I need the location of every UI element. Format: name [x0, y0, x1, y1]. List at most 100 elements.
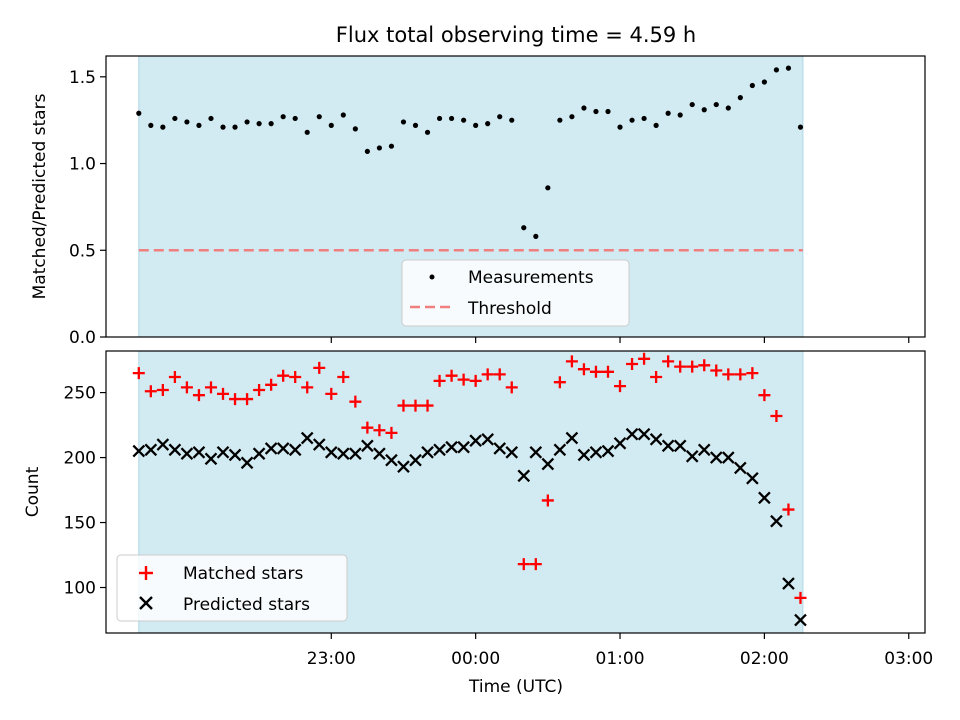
- predicted-stars-point: [373, 447, 386, 460]
- count-legend: Matched stars Predicted stars: [116, 554, 348, 622]
- matched-stars-point: [373, 424, 386, 437]
- matched-stars-point: [722, 368, 735, 381]
- legend-predicted-marker: [139, 596, 153, 610]
- matched-stars-point: [217, 387, 230, 400]
- measurement-point: [328, 122, 334, 128]
- measurement-point: [196, 122, 202, 128]
- legend-matched-marker: [139, 566, 153, 580]
- measurement-point: [172, 115, 178, 122]
- measurement-point: [533, 233, 539, 239]
- predicted-stars-point: [565, 431, 579, 445]
- predicted-stars-point: [758, 491, 771, 505]
- predicted-stars-point: [180, 447, 194, 460]
- count-y-tick-label: 150: [64, 514, 96, 534]
- predicted-stars-point: [577, 448, 591, 462]
- predicted-stars-point: [264, 442, 278, 455]
- predicted-stars-point: [409, 453, 422, 467]
- predicted-stars-point: [252, 447, 266, 460]
- measurement-point: [545, 185, 551, 191]
- matched-stars-point: [577, 363, 590, 376]
- predicted-stars-point: [697, 443, 711, 457]
- measurement-point: [268, 121, 274, 127]
- matched-stars-point: [794, 591, 807, 604]
- predicted-stars-point: [589, 446, 603, 459]
- measurement-point: [749, 82, 755, 89]
- matched-stars-point: [349, 395, 362, 408]
- matched-stars-point: [505, 381, 518, 394]
- measurement-point: [557, 117, 563, 123]
- matched-stars-point: [289, 370, 302, 383]
- matched-stars-point: [541, 494, 554, 507]
- matched-stars-point: [445, 369, 458, 382]
- measurement-point: [256, 121, 262, 127]
- measurement-point: [352, 126, 358, 132]
- matched-stars-point: [674, 360, 687, 373]
- predicted-stars-point: [637, 427, 651, 441]
- matched-stars-point: [180, 381, 193, 394]
- predicted-stars-point: [481, 433, 494, 446]
- measurement-point: [316, 114, 322, 120]
- count-y-tick-label: 200: [64, 449, 96, 469]
- matched-stars-point: [638, 352, 651, 365]
- predicted-stars-point: [505, 446, 519, 459]
- matched-stars-point: [710, 364, 723, 377]
- chart-title: Flux total observing time = 4.59 h: [336, 23, 696, 47]
- predicted-stars-point: [746, 472, 759, 485]
- matched-stars-point: [457, 373, 470, 386]
- predicted-stars-point: [541, 457, 555, 471]
- predicted-stars-point: [228, 448, 242, 462]
- matched-stars-point: [601, 365, 614, 378]
- predicted-stars-point: [457, 440, 470, 454]
- measurement-point: [244, 119, 250, 125]
- predicted-stars-point: [553, 443, 567, 457]
- measurement-point: [160, 124, 166, 130]
- predicted-stars-point: [156, 438, 170, 451]
- matched-stars-point: [409, 399, 422, 412]
- measurement-point: [701, 107, 707, 113]
- ratio-y-tick-label: 1.5: [69, 68, 96, 88]
- matched-stars-point: [770, 409, 783, 422]
- predicted-stars-point: [349, 447, 362, 460]
- measurement-point: [280, 114, 286, 120]
- measurement-point: [653, 122, 659, 128]
- predicted-stars-point: [312, 438, 326, 451]
- matched-stars-point: [626, 357, 639, 370]
- measurement-point: [521, 225, 527, 231]
- matched-stars-point: [650, 370, 663, 383]
- measurement-point: [725, 105, 731, 111]
- measurement-point: [485, 121, 491, 127]
- ratio-y-axis-label: Matched/Predicted stars: [30, 93, 50, 299]
- measurement-point: [220, 124, 226, 130]
- measurement-point: [148, 122, 154, 128]
- predicted-stars-point: [493, 442, 507, 455]
- matched-stars-point: [265, 378, 278, 391]
- ratio-panel-frame: [105, 55, 926, 338]
- matched-stars-point: [397, 399, 410, 412]
- predicted-stars-point: [324, 446, 338, 459]
- measurement-point: [448, 115, 455, 122]
- matched-stars-point: [433, 374, 446, 387]
- matched-stars-point: [553, 376, 566, 389]
- matched-stars-point: [277, 369, 290, 382]
- matched-stars-point: [589, 365, 602, 378]
- matched-stars-point: [253, 383, 266, 396]
- predicted-stars-point: [625, 427, 639, 441]
- matched-stars-point: [132, 367, 145, 380]
- measurement-point: [569, 114, 575, 120]
- measurement-point: [304, 129, 310, 135]
- predicted-stars-point: [469, 434, 482, 447]
- matched-stars-point: [204, 381, 217, 394]
- measurement-point: [629, 117, 635, 123]
- x-tick-label: 01:00: [596, 649, 645, 669]
- measurement-point: [593, 108, 599, 115]
- count-panel-frame: [105, 350, 926, 634]
- count-y-tick-label: 250: [64, 384, 96, 404]
- predicted-stars-point: [685, 449, 699, 463]
- measurement-point: [785, 65, 792, 71]
- matched-stars-point: [168, 370, 181, 383]
- measurement-point: [364, 148, 370, 155]
- predicted-stars-point: [433, 443, 446, 457]
- measurement-point: [509, 117, 515, 123]
- matched-stars-point: [144, 385, 157, 398]
